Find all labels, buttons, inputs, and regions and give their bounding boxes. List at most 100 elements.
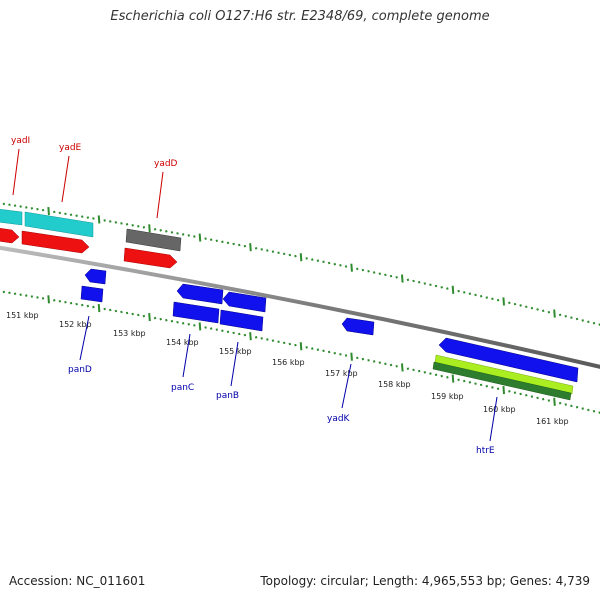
scale-outer-minor-tick bbox=[587, 320, 590, 324]
scale-inner-minor-tick bbox=[181, 321, 185, 325]
scale-outer-minor-tick bbox=[64, 212, 67, 216]
scale-outer-minor-tick bbox=[496, 298, 500, 302]
reverse-cds-2[interactable] bbox=[222, 291, 267, 313]
scale-inner-minor-tick bbox=[395, 364, 398, 368]
scale-label: 155 kbp bbox=[219, 347, 252, 356]
forward-cds-3[interactable] bbox=[123, 247, 178, 269]
scale-outer-minor-tick bbox=[232, 242, 235, 246]
accession-text: Accession: NC_011601 bbox=[9, 574, 146, 588]
scale-inner-minor-tick bbox=[288, 342, 292, 346]
gene-label-panD[interactable]: panD bbox=[68, 365, 92, 375]
scale-outer-minor-tick bbox=[558, 313, 562, 317]
scale-inner-minor-tick bbox=[170, 319, 174, 323]
scale-inner-minor-tick bbox=[446, 376, 449, 379]
scale-outer-minor-tick bbox=[446, 287, 449, 290]
grey-feature[interactable] bbox=[125, 228, 182, 252]
scale-inner-major-tick bbox=[299, 342, 303, 351]
scale-inner-minor-tick bbox=[457, 378, 460, 382]
scale-inner-minor-tick bbox=[429, 372, 432, 375]
reverse-cds-panB[interactable] bbox=[219, 309, 264, 332]
scale-inner-minor-tick bbox=[541, 397, 545, 401]
scale-label: 160 kbp bbox=[483, 405, 516, 414]
scale-outer-minor-tick bbox=[485, 296, 489, 299]
scale-inner-minor-tick bbox=[570, 404, 573, 408]
scale-inner-minor-tick bbox=[125, 311, 129, 315]
scale-outer-minor-tick bbox=[294, 254, 297, 258]
gene-label-yadI[interactable]: yadI bbox=[11, 136, 30, 146]
scale-label: 153 kbp bbox=[113, 329, 146, 338]
forward-cds-1[interactable] bbox=[0, 228, 20, 244]
scale-inner-minor-tick bbox=[221, 329, 224, 333]
scale-inner-minor-tick bbox=[581, 407, 584, 410]
scale-inner-minor-tick bbox=[19, 293, 22, 296]
scale-inner-minor-tick bbox=[479, 383, 483, 387]
scale-inner-minor-tick bbox=[575, 405, 579, 409]
gene-label-yadE[interactable]: yadE bbox=[59, 143, 82, 153]
leader-line bbox=[156, 171, 164, 219]
scale-inner-minor-tick bbox=[558, 401, 562, 405]
scale-inner-major-tick bbox=[451, 374, 455, 383]
reverse-cds-panC[interactable] bbox=[172, 301, 220, 324]
scale-outer-minor-tick bbox=[440, 285, 443, 289]
scale-outer-minor-tick bbox=[170, 231, 174, 234]
scale-inner-minor-tick bbox=[69, 301, 73, 305]
scale-inner-minor-tick bbox=[508, 390, 511, 393]
gene-label-panB[interactable]: panB bbox=[216, 391, 239, 401]
reverse-cds-panD-b[interactable] bbox=[80, 285, 104, 303]
leader-line bbox=[230, 341, 239, 387]
scale-inner-minor-tick bbox=[103, 307, 106, 311]
leader-line bbox=[79, 315, 90, 361]
scale-inner-minor-tick bbox=[41, 297, 45, 300]
scale-inner-minor-tick bbox=[204, 326, 207, 329]
scale-outer-minor-tick bbox=[378, 272, 382, 275]
scale-outer-minor-tick bbox=[417, 280, 421, 284]
gene-label-htrE[interactable]: htrE bbox=[476, 446, 495, 456]
reverse-cds-yadK[interactable] bbox=[341, 317, 375, 336]
forward-cds-2[interactable] bbox=[21, 230, 90, 254]
scale-outer-minor-tick bbox=[221, 240, 224, 244]
scale-label: 158 kbp bbox=[378, 380, 411, 389]
page-title: Escherichia coli O127:H6 str. E2348/69, … bbox=[110, 9, 490, 24]
scale-inner-major-tick bbox=[148, 312, 151, 322]
scale-outer-minor-tick bbox=[80, 215, 84, 218]
scale-outer-minor-tick bbox=[406, 278, 410, 282]
scale-outer-minor-tick bbox=[277, 251, 280, 255]
rna-feature-2[interactable] bbox=[24, 211, 94, 238]
gene-label-yadK[interactable]: yadK bbox=[327, 414, 351, 424]
rna-feature-1[interactable] bbox=[0, 208, 23, 226]
scale-outer-major-tick bbox=[97, 215, 101, 224]
reverse-cds-1[interactable] bbox=[176, 283, 224, 305]
scale-inner-minor-tick bbox=[243, 333, 247, 337]
scale-inner-major-tick bbox=[249, 332, 252, 341]
scale-outer-minor-tick bbox=[423, 282, 427, 285]
scale-outer-minor-tick bbox=[322, 260, 325, 264]
gene-label-panC[interactable]: panC bbox=[171, 383, 194, 393]
highlight-bar-dark[interactable] bbox=[432, 361, 572, 401]
scale-label: 151 kbp bbox=[6, 311, 39, 320]
scale-outer-minor-tick bbox=[187, 234, 191, 237]
scale-outer-minor-tick bbox=[525, 305, 528, 309]
scale-inner-minor-tick bbox=[406, 367, 410, 370]
scale-outer-minor-tick bbox=[69, 213, 73, 217]
genome-summary-text: Topology: circular; Length: 4,965,553 bp… bbox=[260, 574, 590, 588]
scale-outer-major-tick bbox=[401, 274, 404, 283]
scale-inner-minor-tick bbox=[13, 292, 17, 296]
scale-outer-major-tick bbox=[148, 224, 151, 233]
highlight-bar-light[interactable] bbox=[434, 354, 574, 395]
scale-inner-minor-tick bbox=[311, 347, 314, 350]
gene-label-yadD[interactable]: yadD bbox=[154, 159, 178, 169]
scale-inner-minor-tick bbox=[564, 403, 568, 406]
scale-outer-minor-tick bbox=[243, 244, 247, 248]
scale-outer-major-tick bbox=[502, 297, 506, 306]
reverse-cds-htrE[interactable] bbox=[438, 337, 579, 383]
scale-inner-minor-tick bbox=[513, 391, 517, 394]
scale-inner-minor-tick bbox=[496, 387, 500, 391]
scale-inner-minor-tick bbox=[277, 340, 280, 344]
leader-line bbox=[12, 148, 20, 196]
scale-inner-minor-tick bbox=[356, 356, 359, 360]
scale-outer-major-tick bbox=[47, 206, 50, 216]
scale-label: 156 kbp bbox=[272, 358, 305, 367]
reverse-cds-panD-a[interactable] bbox=[84, 268, 107, 285]
scale-inner-minor-tick bbox=[462, 379, 466, 383]
leader-line bbox=[489, 396, 498, 442]
